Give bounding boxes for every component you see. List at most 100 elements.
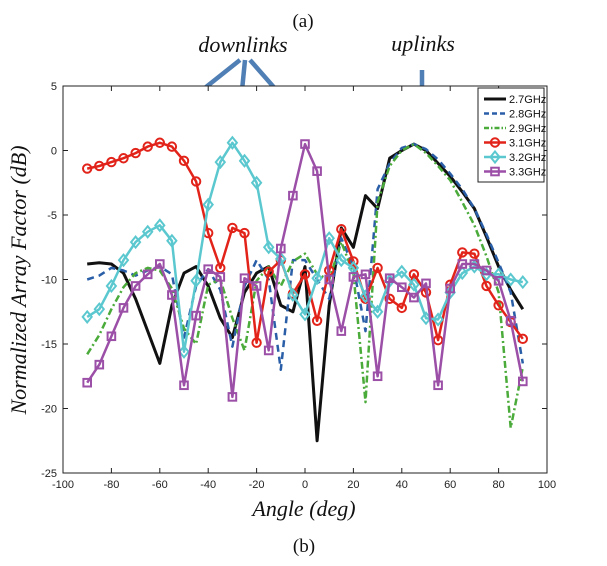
- data-point: [142, 269, 153, 280]
- data-point: [179, 380, 189, 391]
- data-point: [129, 235, 142, 250]
- data-point: [371, 304, 384, 319]
- y-axis-label: Normalized Array Factor (dB): [6, 145, 31, 415]
- data-point: [94, 359, 105, 370]
- data-point: [227, 222, 238, 234]
- data-point: [106, 331, 117, 342]
- data-point: [311, 271, 323, 286]
- legend-marker: [489, 149, 501, 165]
- data-point: [469, 259, 480, 269]
- data-point: [432, 312, 444, 327]
- data-point: [299, 269, 311, 280]
- x-tick-label: 100: [538, 479, 556, 491]
- data-point: [263, 266, 274, 277]
- data-point: [396, 264, 408, 279]
- y-tick-label: -25: [41, 468, 57, 480]
- data-point: [82, 377, 93, 388]
- data-point: [421, 278, 431, 289]
- data-point: [238, 153, 251, 168]
- data-point: [348, 272, 359, 282]
- x-tick-label: -100: [52, 479, 74, 491]
- series-line-2-7ghz: [87, 142, 525, 443]
- series-2-7ghz: [87, 142, 525, 443]
- data-point: [215, 272, 226, 282]
- data-point: [275, 251, 287, 266]
- data-point: [227, 392, 238, 402]
- x-tick-label: -60: [152, 479, 168, 491]
- data-point: [469, 248, 480, 259]
- x-tick-label: 60: [444, 479, 456, 491]
- data-point: [141, 224, 154, 239]
- data-point: [457, 247, 468, 258]
- data-point: [239, 227, 250, 239]
- data-point: [154, 218, 166, 233]
- legend-box: [477, 87, 545, 183]
- legend-label: 2.7GHz: [509, 94, 546, 106]
- caption-top: (a): [292, 11, 313, 32]
- data-point: [203, 264, 213, 274]
- axis-ticks: -100 -80 -60 -40 -20 0 20 40 60 80 100 5 0 -5 -10 -15 -2…: [41, 81, 556, 491]
- data-point: [118, 153, 129, 164]
- data-point: [518, 376, 528, 387]
- data-point: [262, 240, 275, 255]
- annotation-downlinks: downlinks: [198, 32, 287, 57]
- data-point: [117, 253, 130, 268]
- data-point: [94, 160, 105, 172]
- data-point: [215, 262, 226, 274]
- data-point: [130, 281, 141, 291]
- caption-bottom: (b): [293, 536, 315, 557]
- data-point: [287, 287, 299, 303]
- legend-marker: [490, 166, 500, 177]
- data-point: [324, 274, 334, 285]
- y-tick-label: 5: [51, 81, 57, 93]
- data-point: [93, 302, 106, 317]
- data-point: [239, 273, 250, 284]
- data-point: [336, 326, 347, 336]
- data-point: [504, 272, 517, 287]
- data-point: [226, 135, 239, 150]
- data-point: [142, 141, 153, 152]
- data-point: [155, 259, 165, 269]
- data-point: [409, 292, 419, 303]
- series-layer: [81, 135, 529, 443]
- legend-label: 3.3GHz: [509, 167, 546, 179]
- data-point: [299, 307, 311, 322]
- x-tick-label: 0: [302, 479, 308, 491]
- data-point: [202, 197, 214, 212]
- y-tick-label: -20: [41, 404, 57, 416]
- data-point: [348, 256, 359, 267]
- x-tick-label: 20: [347, 479, 359, 491]
- data-point: [433, 380, 443, 391]
- legend-label: 3.2GHz: [509, 152, 546, 164]
- data-point: [335, 253, 348, 268]
- data-point: [288, 190, 298, 201]
- data-point: [300, 139, 310, 149]
- data-point: [190, 176, 202, 187]
- data-point: [82, 163, 93, 174]
- legend-label: 3.1GHz: [509, 138, 546, 150]
- data-point: [276, 243, 286, 254]
- data-point: [81, 309, 93, 324]
- data-point: [190, 273, 202, 288]
- data-point: [505, 315, 516, 326]
- legend-marker: [489, 137, 501, 148]
- x-axis-label: Angle (deg): [250, 496, 355, 521]
- data-point: [312, 166, 322, 176]
- data-point: [517, 275, 529, 290]
- data-point: [263, 345, 274, 356]
- x-tick-label: -40: [200, 479, 216, 491]
- data-point: [384, 273, 395, 284]
- data-point: [517, 333, 528, 345]
- data-point: [166, 141, 178, 152]
- data-point: [178, 155, 190, 167]
- y-tick-label: -5: [47, 210, 57, 222]
- data-point: [336, 223, 347, 235]
- data-point: [445, 283, 455, 294]
- data-point: [106, 156, 117, 168]
- data-point: [493, 275, 504, 286]
- legend-label: 2.8GHz: [509, 109, 546, 121]
- data-point: [130, 147, 141, 159]
- data-point: [481, 265, 492, 276]
- y-tick-label: 0: [51, 146, 57, 158]
